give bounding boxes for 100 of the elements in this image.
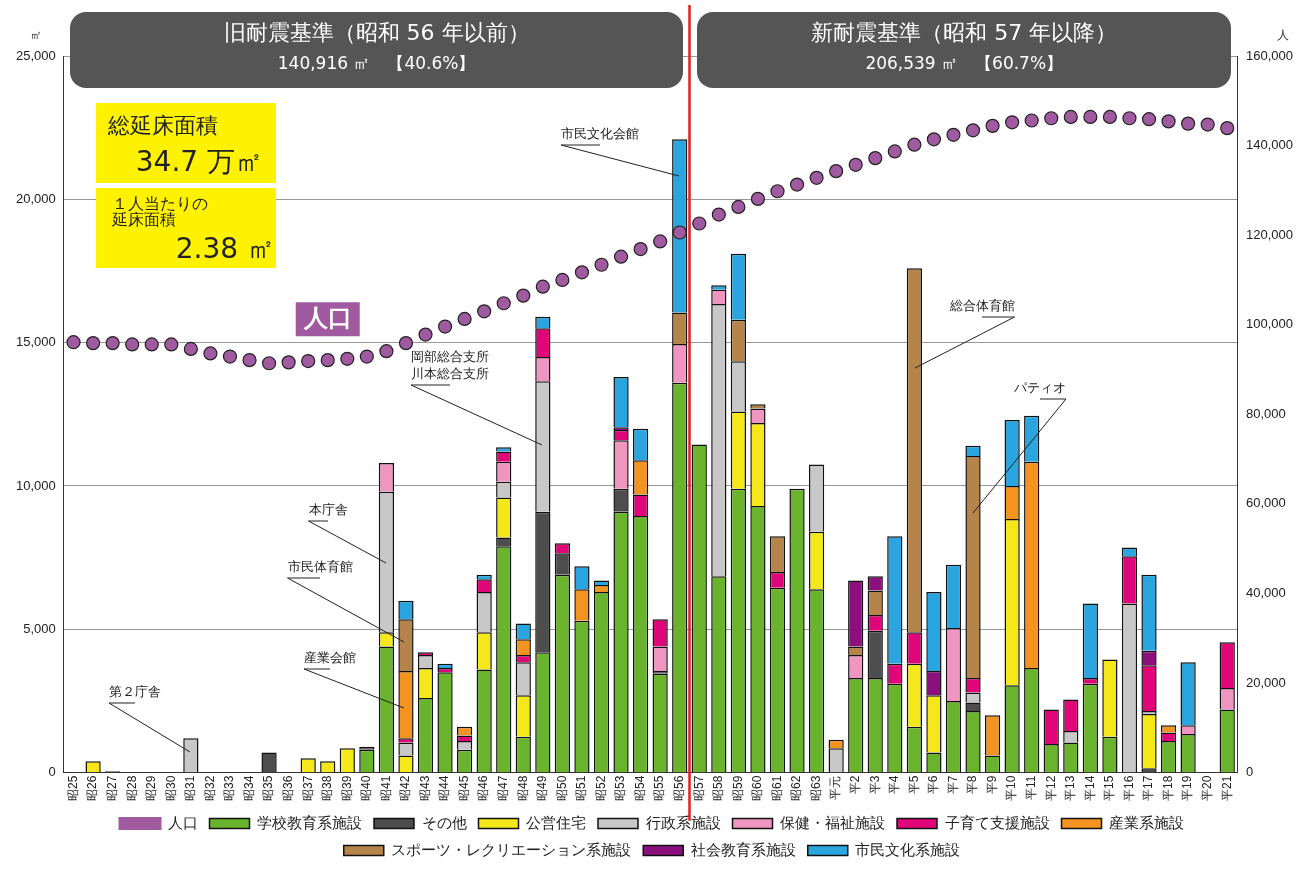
x-tick-label: 平元 (828, 775, 843, 800)
point (613, 249, 629, 264)
point (379, 344, 394, 359)
point (1181, 116, 1196, 131)
annotation: 市民文化会館 (561, 126, 639, 142)
x-tick-label: 昭33 (222, 775, 237, 802)
point (242, 353, 257, 368)
x-tick-label: 平16 (1121, 775, 1136, 802)
point (281, 355, 296, 370)
y-tick-label: 25,000 (16, 47, 56, 63)
x-tick-label: 昭53 (613, 775, 628, 802)
point (535, 279, 550, 294)
x-tick-label: 平7 (945, 775, 960, 795)
y-tick-label: 15,000 (16, 334, 56, 350)
point (437, 319, 453, 334)
point (301, 353, 316, 369)
heading-panel: 新耐震基準（昭和 57 年以降） 206,539 ㎡ 【60.7%】 (697, 12, 1231, 88)
x-tick-label: 昭28 (124, 775, 139, 802)
x-tick-label: 昭50 (554, 775, 569, 802)
point (66, 335, 81, 350)
heading-panel: 旧耐震基準（昭和 56 年以前） 140,916 ㎡ 【40.6%】 (69, 12, 684, 88)
point (653, 234, 668, 249)
y2-tick-label: 20,000 (1246, 674, 1286, 690)
point (750, 191, 766, 206)
point (887, 144, 902, 159)
x-tick-label: 昭39 (339, 775, 354, 802)
point (477, 304, 492, 319)
point (359, 349, 374, 364)
x-tick-label: 平13 (1063, 775, 1078, 802)
y2-tick-label: 140,000 (1246, 137, 1294, 153)
point (105, 336, 120, 351)
point (946, 127, 961, 142)
x-tick-label: 昭44 (437, 775, 452, 802)
legend-label: 人口 (167, 813, 198, 831)
point (183, 341, 198, 357)
x-tick-label: 平12 (1043, 775, 1058, 802)
point (594, 257, 609, 272)
point (203, 346, 218, 361)
x-tick-label: 昭30 (163, 775, 178, 802)
annotation: 総延床面積 (107, 112, 218, 140)
annotation: 市民体育館 (287, 559, 353, 575)
x-tick-label: 昭59 (730, 775, 745, 802)
annotation: 岡部総合支所 (411, 349, 489, 365)
point (1044, 111, 1059, 126)
point (672, 225, 687, 240)
x-tick-label: 平8 (965, 775, 980, 795)
point (320, 353, 335, 368)
point (85, 336, 101, 351)
x-tick-label: 昭52 (593, 775, 608, 802)
x-tick-label: 昭46 (476, 775, 491, 802)
y-axis-title: ㎡ (29, 28, 42, 43)
legend-label: 産業系施設 (1109, 813, 1184, 831)
point (809, 170, 824, 185)
point (1024, 113, 1039, 128)
point (340, 351, 355, 366)
x-tick-label: 昭37 (300, 775, 315, 802)
x-tick-label: 昭48 (515, 775, 530, 802)
point (731, 199, 746, 215)
x-tick-label: 昭27 (104, 775, 119, 802)
annotation: 206,539 ㎡ 【60.7%】 (864, 52, 1065, 75)
point (1122, 111, 1137, 126)
legend-label: 行政系施設 (645, 813, 721, 831)
y2-tick-label: 80,000 (1246, 405, 1286, 421)
point (1141, 112, 1157, 127)
x-tick-label: 平15 (1102, 775, 1117, 802)
x-tick-label: 昭63 (808, 775, 823, 802)
point (692, 216, 707, 231)
legend-label: 市民文化系施設 (855, 840, 961, 858)
annotation: 140,916 ㎡ 【40.6%】 (276, 52, 477, 75)
point (1161, 114, 1176, 129)
annotation: １人当たりの (111, 194, 208, 213)
point (1083, 109, 1098, 125)
x-tick-label: 昭58 (711, 775, 726, 802)
x-tick-label: 平18 (1160, 775, 1175, 802)
x-tick-label: 昭49 (535, 775, 550, 802)
annotation: 産業会館 (304, 650, 356, 666)
x-tick-label: 昭26 (85, 775, 100, 802)
y-tick-label: 10,000 (16, 477, 56, 493)
x-tick-label: 平14 (1082, 775, 1097, 802)
x-tick-label: 昭29 (144, 775, 159, 802)
x-tick-label: 平19 (1180, 775, 1195, 802)
y-tick-label: 20,000 (16, 190, 56, 206)
note-panel: １人当たりの 延床面積 2.38 ㎡ (95, 188, 276, 268)
x-tick-label: 昭62 (789, 775, 804, 802)
y2-tick-label: 0 (1246, 764, 1254, 780)
x-tick-label: 昭60 (750, 775, 765, 802)
annotation: 総合体育館 (948, 298, 1015, 314)
x-tick-label: 平9 (984, 775, 999, 795)
y2-tick-label: 40,000 (1246, 585, 1286, 601)
legend-label: 学校教育系施設 (257, 813, 362, 831)
x-tick-label: 昭55 (652, 775, 667, 802)
point (1102, 109, 1118, 125)
y2-tick-label: 100,000 (1246, 316, 1294, 332)
y-tick-label: 0 (48, 764, 56, 780)
x-tick-label: 平20 (1199, 775, 1214, 802)
legend-label: 保健・福祉施設 (780, 813, 885, 831)
point (829, 164, 844, 179)
text: 人口 (303, 304, 352, 333)
legend-label: スポーツ・レクリエーション系施設 (391, 840, 632, 858)
point (222, 349, 238, 364)
